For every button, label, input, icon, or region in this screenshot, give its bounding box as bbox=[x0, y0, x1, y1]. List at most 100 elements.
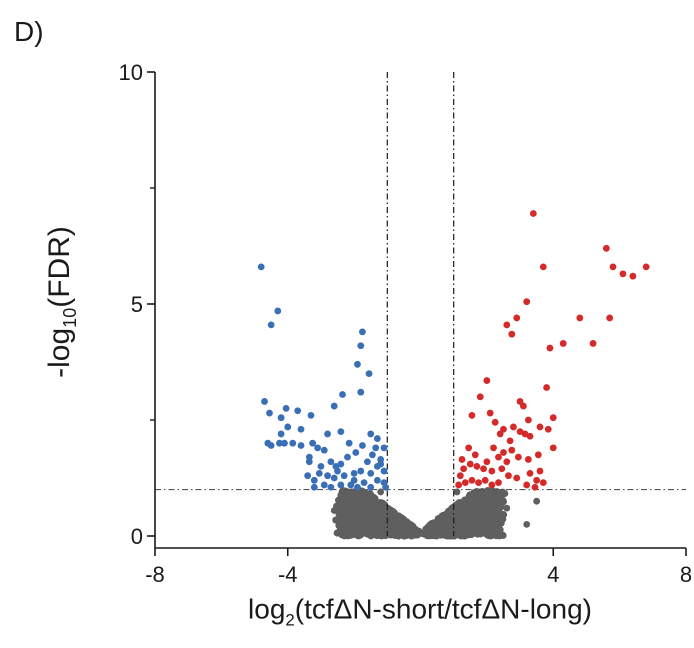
down-point bbox=[294, 407, 302, 415]
x-axis-label-pre: log bbox=[248, 593, 286, 625]
down-point bbox=[352, 449, 360, 456]
ns-point bbox=[344, 520, 352, 528]
up-point bbox=[483, 377, 491, 384]
ns-point bbox=[483, 495, 491, 503]
ns-point bbox=[444, 511, 452, 519]
up-point bbox=[468, 476, 476, 484]
x-axis-label: log2(tcfΔN-short/tcfΔN-long) bbox=[248, 594, 592, 631]
down-point bbox=[304, 472, 312, 480]
up-point bbox=[490, 444, 497, 452]
up-point bbox=[471, 451, 479, 459]
ns-point bbox=[387, 518, 395, 526]
ns-point bbox=[330, 507, 338, 514]
up-point bbox=[523, 298, 531, 306]
up-point bbox=[629, 272, 637, 280]
ns-point bbox=[438, 517, 447, 525]
down-point bbox=[344, 453, 351, 461]
up-point bbox=[544, 425, 552, 433]
up-point bbox=[642, 263, 650, 271]
up-point bbox=[559, 340, 567, 347]
down-point bbox=[359, 442, 366, 449]
up-point bbox=[549, 414, 557, 422]
up-point bbox=[475, 479, 482, 487]
up-points-layer bbox=[455, 210, 650, 491]
down-point bbox=[309, 439, 317, 447]
up-point bbox=[539, 479, 547, 487]
y-tick-label: 0 bbox=[131, 524, 143, 549]
down-point bbox=[310, 476, 318, 484]
up-point bbox=[533, 476, 541, 484]
ns-point bbox=[336, 505, 344, 513]
ns-point bbox=[423, 530, 431, 538]
up-point bbox=[508, 330, 516, 338]
ns-point bbox=[533, 497, 541, 505]
y-axis-label-pre: -log bbox=[43, 327, 76, 378]
down-point bbox=[320, 481, 328, 489]
ns-point bbox=[453, 488, 461, 496]
x-tick-label: -8 bbox=[145, 562, 165, 587]
down-point bbox=[359, 328, 366, 336]
down-point bbox=[377, 460, 385, 468]
up-point bbox=[491, 418, 499, 426]
down-point bbox=[324, 430, 331, 438]
up-point bbox=[546, 344, 554, 352]
down-point bbox=[380, 467, 388, 475]
down-point bbox=[315, 469, 323, 477]
ns-point bbox=[523, 521, 531, 528]
up-point bbox=[513, 314, 521, 322]
up-point bbox=[524, 456, 532, 463]
ns-point bbox=[387, 510, 396, 518]
up-point bbox=[505, 472, 512, 480]
ns-point bbox=[369, 518, 377, 526]
ns-point bbox=[493, 523, 501, 531]
down-point bbox=[274, 307, 282, 315]
up-point bbox=[589, 340, 597, 347]
ns-point bbox=[343, 527, 351, 536]
ns-point bbox=[484, 501, 493, 509]
y-tick-label: 10 bbox=[119, 60, 143, 85]
ns-point bbox=[406, 522, 414, 530]
ns-point bbox=[347, 493, 355, 500]
ns-point bbox=[339, 486, 347, 495]
down-point bbox=[282, 405, 290, 412]
up-point bbox=[609, 263, 617, 271]
up-point bbox=[461, 479, 469, 487]
down-point bbox=[357, 467, 365, 475]
up-point bbox=[526, 469, 534, 477]
down-point bbox=[340, 472, 348, 480]
ns-point bbox=[347, 507, 355, 515]
up-point bbox=[503, 321, 511, 329]
ns-point bbox=[375, 527, 384, 535]
down-point bbox=[267, 442, 275, 449]
ns-point bbox=[441, 531, 449, 539]
up-point bbox=[602, 244, 610, 252]
ns-point bbox=[485, 521, 493, 530]
down-point bbox=[350, 469, 358, 477]
ns-point bbox=[453, 511, 461, 519]
down-point bbox=[310, 483, 318, 491]
ns-point bbox=[367, 532, 375, 540]
up-point bbox=[531, 483, 539, 491]
up-point bbox=[495, 453, 502, 461]
down-point bbox=[354, 360, 361, 368]
ns-point bbox=[446, 521, 454, 528]
down-point bbox=[345, 439, 353, 447]
down-point bbox=[305, 458, 313, 466]
up-point bbox=[519, 402, 527, 410]
ns-point bbox=[496, 488, 504, 497]
ns-point bbox=[473, 514, 481, 521]
down-point bbox=[365, 370, 373, 377]
up-point bbox=[523, 481, 531, 489]
ns-point bbox=[483, 507, 491, 515]
up-point bbox=[456, 472, 464, 480]
down-point bbox=[373, 435, 381, 442]
ns-point bbox=[377, 488, 385, 496]
down-point bbox=[284, 423, 292, 431]
down-point bbox=[337, 428, 345, 435]
up-point bbox=[576, 314, 584, 322]
up-point bbox=[465, 444, 473, 452]
down-point bbox=[289, 439, 297, 447]
ns-point bbox=[403, 531, 411, 539]
up-point bbox=[468, 411, 476, 419]
